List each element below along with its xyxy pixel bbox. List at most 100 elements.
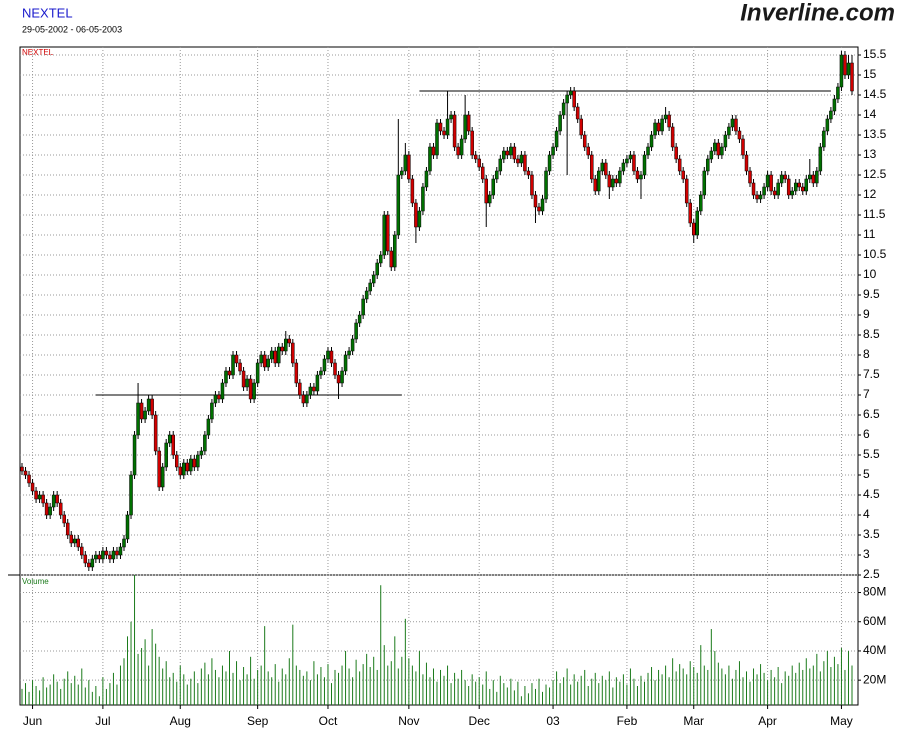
candle-body xyxy=(273,350,277,364)
candle-body xyxy=(765,174,770,188)
candle-body xyxy=(76,538,81,548)
candle-body xyxy=(378,254,383,264)
candle-body xyxy=(843,54,847,76)
candle-body xyxy=(607,174,612,188)
candle-body xyxy=(115,550,119,556)
panel-label: NEXTEL xyxy=(22,48,54,57)
candle-body xyxy=(150,398,154,416)
candle-body xyxy=(786,178,791,196)
candle-body xyxy=(565,94,569,104)
candle-body xyxy=(132,434,137,476)
chart-title: NEXTEL xyxy=(22,5,73,20)
candle-body xyxy=(90,558,95,568)
x-tick-label: 03 xyxy=(546,714,560,728)
y-tick-label: 13 xyxy=(863,147,877,161)
candle-body xyxy=(519,154,524,164)
y-tick-label: 20M xyxy=(863,672,886,686)
candle-body xyxy=(667,114,671,128)
candle-body xyxy=(255,362,260,384)
candle-body xyxy=(755,194,759,200)
candle-body xyxy=(431,146,436,156)
candle-body xyxy=(101,550,105,560)
candle-body xyxy=(386,214,390,252)
candle-body xyxy=(498,158,503,172)
candle-body xyxy=(396,174,401,236)
y-tick-label: 6.5 xyxy=(863,407,880,421)
y-tick-label: 5.5 xyxy=(863,447,880,461)
candle-body xyxy=(403,154,408,172)
candle-body xyxy=(551,146,555,156)
candle-body xyxy=(558,114,562,132)
candle-body xyxy=(691,222,696,236)
candle-body xyxy=(428,146,432,172)
y-tick-label: 9.5 xyxy=(863,287,880,301)
candle-body xyxy=(227,370,232,376)
candle-body xyxy=(815,170,819,184)
candle-body xyxy=(291,342,295,364)
candle-body xyxy=(111,550,116,560)
candle-body xyxy=(287,338,292,344)
candle-body xyxy=(171,434,175,456)
candle-body xyxy=(284,338,288,352)
candle-body xyxy=(167,434,172,444)
candle-body xyxy=(269,350,274,360)
candle-body xyxy=(656,122,661,132)
y-tick-label: 40M xyxy=(863,643,886,657)
candle-body xyxy=(213,394,218,404)
candle-body xyxy=(252,382,256,400)
candle-body xyxy=(301,394,306,404)
y-tick-label: 7 xyxy=(863,387,870,401)
candle-body xyxy=(231,354,235,376)
candle-body xyxy=(825,118,830,132)
candle-body xyxy=(322,358,327,372)
candle-body xyxy=(702,170,707,196)
candle-body xyxy=(772,190,777,196)
candle-body xyxy=(241,370,246,388)
y-tick-label: 12.5 xyxy=(863,167,887,181)
candle-body xyxy=(723,134,728,148)
candle-body xyxy=(646,146,650,156)
x-tick-label: May xyxy=(830,714,853,728)
x-tick-label: Dec xyxy=(469,714,490,728)
chart-subtitle: 29-05-2002 - 06-05-2003 xyxy=(22,24,122,34)
candle-body xyxy=(509,146,513,156)
candle-body xyxy=(305,394,309,404)
candle-body xyxy=(174,454,179,468)
candle-body xyxy=(424,170,429,188)
candle-body xyxy=(350,338,355,352)
candle-body xyxy=(850,62,854,92)
y-tick-label: 3.5 xyxy=(863,527,880,541)
candle-body xyxy=(51,494,56,508)
candle-body xyxy=(69,534,73,544)
candle-body xyxy=(727,126,731,136)
candle-body xyxy=(677,158,682,172)
candle-body xyxy=(55,494,59,504)
candle-body xyxy=(442,130,446,136)
candle-body xyxy=(37,494,42,500)
y-tick-label: 4.5 xyxy=(863,487,880,501)
candle-body xyxy=(333,362,337,376)
candle-body xyxy=(699,194,703,212)
y-tick-label: 13.5 xyxy=(863,127,887,141)
candle-body xyxy=(280,346,285,352)
candle-body xyxy=(393,234,397,268)
candle-body xyxy=(491,178,496,196)
candle-body xyxy=(822,130,826,148)
candle-body xyxy=(839,54,844,88)
candle-body xyxy=(589,154,594,180)
candle-body xyxy=(639,174,643,180)
candle-body xyxy=(224,370,228,384)
y-tick-label: 10 xyxy=(863,267,877,281)
candle-body xyxy=(206,418,211,436)
candle-body xyxy=(572,90,576,108)
x-tick-label: Oct xyxy=(319,714,338,728)
candle-body xyxy=(410,178,415,204)
candle-body xyxy=(400,170,404,176)
candle-body xyxy=(769,174,773,192)
candle-body xyxy=(34,490,38,500)
candle-body xyxy=(122,538,126,548)
candle-body xyxy=(734,118,738,132)
candle-body xyxy=(375,262,379,276)
candle-body xyxy=(414,202,418,228)
